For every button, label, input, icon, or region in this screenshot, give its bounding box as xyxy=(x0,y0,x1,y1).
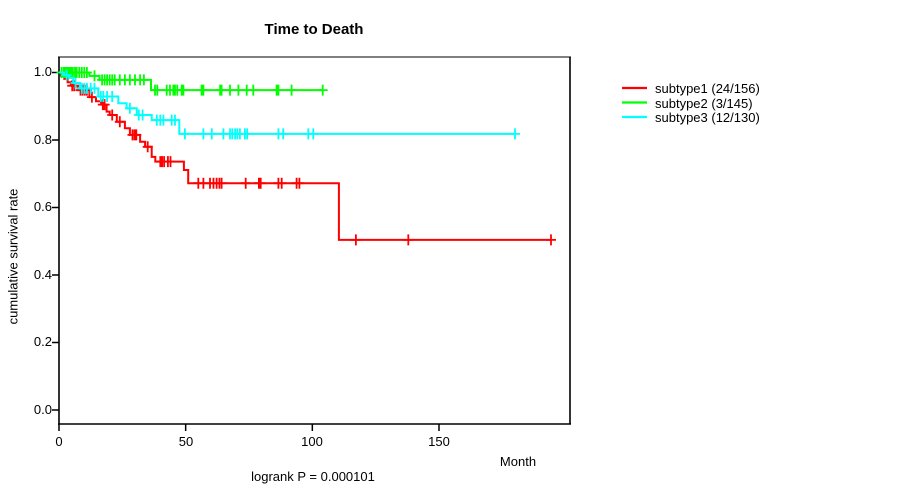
y-tick-label-0.0: 0.0 xyxy=(33,402,52,417)
x-tick-label-50: 50 xyxy=(178,434,194,449)
y-tick-label-0.4: 0.4 xyxy=(33,267,52,282)
y-tick-label-0.8: 0.8 xyxy=(33,132,52,147)
y-tick-label-0.2: 0.2 xyxy=(33,334,52,349)
survival-curve-subtype1 xyxy=(59,71,551,241)
legend-key-lines xyxy=(622,86,647,119)
survival-curves xyxy=(56,67,556,246)
censor-marks-subtype3 xyxy=(61,69,520,140)
x-tick-label-150: 150 xyxy=(428,434,450,449)
y-tick-label-1.0: 1.0 xyxy=(33,64,52,79)
x-tick-label-0: 0 xyxy=(55,434,63,449)
y-axis-title: cumulative survival rate xyxy=(5,188,21,325)
y-tick-label-0.6: 0.6 xyxy=(33,199,52,214)
censor-marks-subtype2 xyxy=(56,67,328,96)
axis-tick-marks xyxy=(52,71,440,431)
chart-title: Time to Death xyxy=(264,21,364,38)
logrank-pvalue-note: logrank P = 0.000101 xyxy=(251,469,375,484)
legend-label-subtype3: subtype3 (12/130) xyxy=(655,110,760,125)
x-axis-title: Month xyxy=(499,454,537,469)
censor-marks-subtype1 xyxy=(67,80,556,246)
x-tick-label-100: 100 xyxy=(301,434,323,449)
legend-label-subtype1: subtype1 (24/156) xyxy=(655,81,760,96)
survival-curve-subtype3 xyxy=(59,71,515,135)
legend-label-subtype2: subtype2 (3/145) xyxy=(655,96,753,111)
